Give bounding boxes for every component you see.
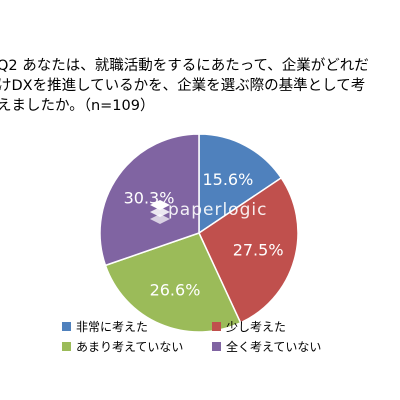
legend-label: 非常に考えた bbox=[76, 320, 149, 334]
legend-item-not-considered-at-all: 全く考えていない bbox=[212, 338, 321, 355]
slice-somewhat-considered bbox=[198, 176, 299, 324]
legend-swatch bbox=[212, 342, 221, 351]
slice-very-considered bbox=[198, 133, 283, 235]
legend-swatch bbox=[62, 342, 71, 351]
slice-percent-label: 30.3% bbox=[124, 188, 175, 207]
slice-percent-label: 26.6% bbox=[150, 280, 201, 299]
slice-not-much-considered bbox=[104, 232, 242, 333]
legend-label: 全く考えていない bbox=[226, 340, 322, 354]
legend-item-somewhat-considered: 少し考えた bbox=[212, 318, 286, 335]
slice-labels: 15.6% 27.5% 26.6% 30.3% bbox=[124, 170, 284, 300]
legend-swatch bbox=[212, 322, 221, 331]
legend-label: あまり考えていない bbox=[76, 340, 184, 354]
legend-swatch bbox=[62, 322, 71, 331]
question-text: Q2 あなたは、就職活動をするにあたって、企業がどれだ けDXを推進しているかを… bbox=[0, 56, 400, 116]
question-line-2: けDXを推進しているかを、企業を選ぶ際の基準として考 bbox=[0, 78, 366, 94]
pie-slices bbox=[99, 133, 299, 333]
watermark-text: paperlogic bbox=[168, 200, 268, 220]
slice-percent-label: 27.5% bbox=[233, 241, 284, 260]
legend-item-not-much-considered: あまり考えていない bbox=[62, 338, 183, 355]
legend-item-very-considered: 非常に考えた bbox=[62, 318, 148, 335]
legend-label: 少し考えた bbox=[226, 320, 287, 334]
slice-not-considered-at-all bbox=[99, 133, 200, 267]
paperlogic-logo-icon bbox=[150, 200, 170, 224]
question-line-3: えましたか。（n=109） bbox=[0, 98, 155, 114]
question-line-1: Q2 あなたは、就職活動をするにあたって、企業がどれだ bbox=[0, 58, 369, 74]
slice-percent-label: 15.6% bbox=[202, 170, 253, 189]
